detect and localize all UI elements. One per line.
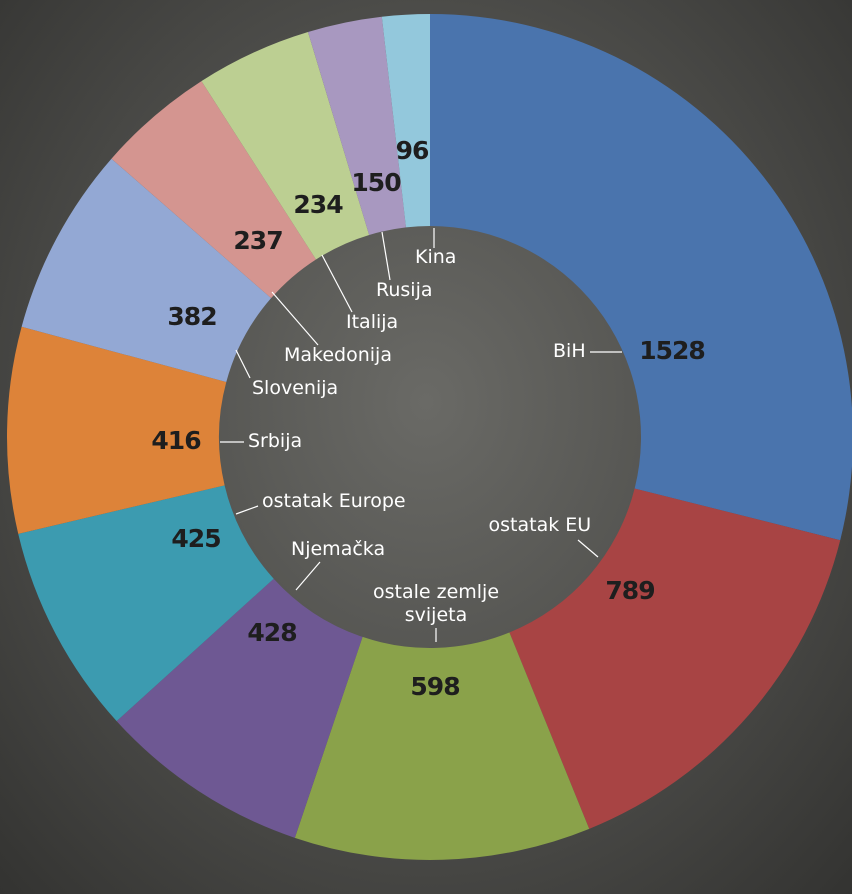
donut-slice (509, 488, 841, 829)
value-label: 428 (247, 618, 296, 647)
value-label: 598 (410, 672, 459, 701)
donut-slice (381, 14, 430, 228)
value-label: 382 (167, 302, 216, 331)
value-label: 1528 (639, 336, 705, 365)
value-label: 416 (151, 426, 201, 455)
category-label: Kina (415, 246, 457, 268)
donut-slice (201, 31, 370, 260)
leader-line (381, 231, 391, 281)
donut-slice (111, 81, 316, 299)
category-label: ostale zemlje svijeta (372, 581, 500, 626)
category-label: ostatak Europe (262, 490, 406, 512)
donut-slice (18, 485, 274, 722)
value-label: 237 (233, 226, 282, 255)
category-label: BiH (553, 340, 586, 362)
donut-slice (307, 16, 406, 235)
value-label: 150 (351, 168, 401, 197)
value-label: 234 (293, 190, 343, 219)
leader-line (235, 505, 259, 515)
category-label: Italija (346, 311, 399, 333)
category-label: Makedonija (284, 344, 392, 366)
category-label: Rusija (376, 279, 433, 301)
leader-line (577, 539, 599, 558)
category-label: ostatak EU (488, 514, 592, 536)
donut-slice (6, 326, 227, 534)
value-label: 425 (171, 524, 220, 553)
donut-slice (430, 14, 852, 541)
value-label: 789 (605, 576, 654, 605)
leader-line (235, 349, 251, 379)
leader-line (321, 254, 353, 313)
category-label: Srbija (248, 430, 303, 452)
leader-line (295, 561, 321, 591)
value-label: 96 (396, 136, 429, 165)
category-label: Slovenija (252, 377, 339, 399)
donut-slice (21, 158, 272, 382)
donut-slice (294, 632, 590, 861)
leader-line (271, 291, 319, 346)
donut-slice (116, 578, 363, 838)
category-label: Njemačka (291, 538, 386, 560)
